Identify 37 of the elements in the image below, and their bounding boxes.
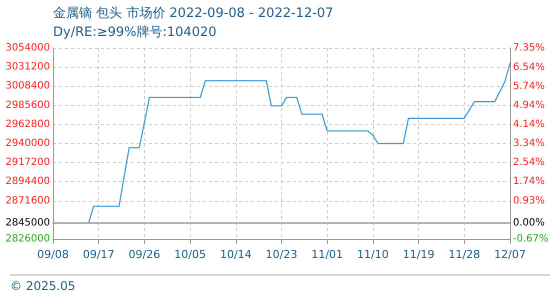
y-tick-label: 2917200	[5, 157, 50, 168]
y2-tick-label: 1.74%	[513, 176, 545, 188]
text: © 2025.05	[10, 279, 76, 293]
y2-tick-label: 0.93%	[513, 195, 545, 206]
y2-tick-label: 3.34%	[513, 138, 545, 149]
chart-subtitle: Dy/RE:≥99%牌号:104020	[53, 25, 217, 40]
y-tick-label: 2940000	[5, 138, 50, 149]
y2-tick-label: 6.54%	[513, 62, 545, 73]
y-tick-label: 3008400	[5, 80, 50, 92]
x-tick-label: 12/07	[494, 248, 526, 261]
x-tick-label: 11/28	[448, 248, 480, 261]
chart-title: 金属镝 包头 市场价 2022-09-08 - 2022-12-07	[53, 6, 334, 21]
y2-tick-label: 4.14%	[513, 118, 545, 130]
x-tick-label: 10/23	[266, 248, 298, 261]
x-tick-label: 11/01	[311, 248, 344, 261]
y-tick-label: 2894400	[5, 176, 50, 188]
y-tick-label: 2962800	[5, 118, 50, 130]
line-series	[52, 62, 511, 224]
y2-tick-label: 2.54%	[513, 157, 545, 168]
x-tick-label: 10/05	[174, 248, 206, 261]
x-tick-label: 09/26	[128, 248, 160, 261]
y2-tick-label: 4.94%	[513, 100, 545, 111]
y-tick-label: 2871600	[5, 195, 50, 206]
x-tick-label: 11/10	[357, 248, 389, 261]
y2-tick-label: 5.74%	[513, 80, 545, 92]
y-tick-label: 2985600	[5, 100, 50, 111]
y2-tick-label: -0.67%	[513, 234, 548, 244]
x-tick-label: 11/19	[402, 248, 434, 261]
y-tick-label: 2845000	[5, 218, 50, 229]
y-tick-label: 3054000	[5, 42, 50, 54]
y2-tick-label: 0.00%	[513, 218, 545, 229]
x-tick-label: 09/17	[82, 248, 115, 261]
x-tick-label: 10/14	[220, 248, 252, 261]
y-tick-label: 3031200	[5, 62, 50, 73]
y2-tick-label: 7.35%	[513, 42, 545, 54]
y-tick-label: 2826000	[5, 234, 50, 244]
x-tick-label: 09/08	[37, 248, 69, 261]
